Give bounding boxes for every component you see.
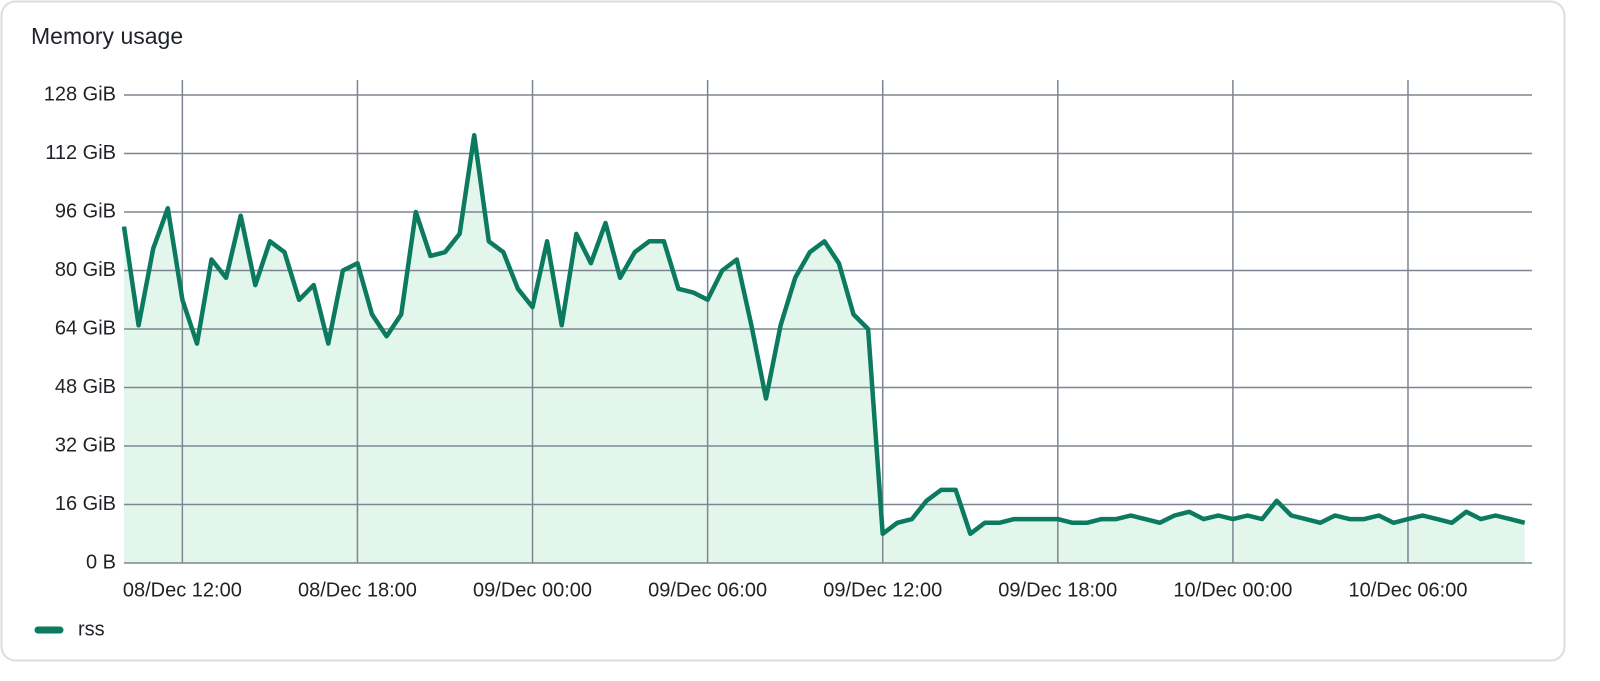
y-tick-label: 32 GiB bbox=[55, 434, 116, 456]
legend-label: rss bbox=[78, 618, 105, 640]
y-tick-label: 128 GiB bbox=[44, 83, 116, 105]
x-tick-label: 08/Dec 12:00 bbox=[123, 579, 242, 601]
y-tick-label: 96 GiB bbox=[55, 200, 116, 222]
chart-title: Memory usage bbox=[31, 23, 183, 49]
y-tick-label: 80 GiB bbox=[55, 259, 116, 281]
x-tick-label: 09/Dec 18:00 bbox=[998, 579, 1117, 601]
x-tick-label: 10/Dec 00:00 bbox=[1173, 579, 1292, 601]
y-tick-label: 48 GiB bbox=[55, 376, 116, 398]
x-tick-label: 10/Dec 06:00 bbox=[1348, 579, 1467, 601]
area-fill bbox=[124, 135, 1525, 563]
x-tick-label: 08/Dec 18:00 bbox=[298, 579, 417, 601]
x-tick-label: 09/Dec 00:00 bbox=[473, 579, 592, 601]
y-tick-label: 112 GiB bbox=[45, 142, 116, 164]
x-tick-label: 09/Dec 12:00 bbox=[823, 579, 942, 601]
series-line bbox=[121, 132, 1526, 537]
y-tick-label: 64 GiB bbox=[55, 317, 116, 339]
y-tick-label: 0 B bbox=[86, 551, 116, 573]
y-tick-label: 16 GiB bbox=[55, 493, 116, 515]
x-tick-label: 09/Dec 06:00 bbox=[648, 579, 767, 601]
